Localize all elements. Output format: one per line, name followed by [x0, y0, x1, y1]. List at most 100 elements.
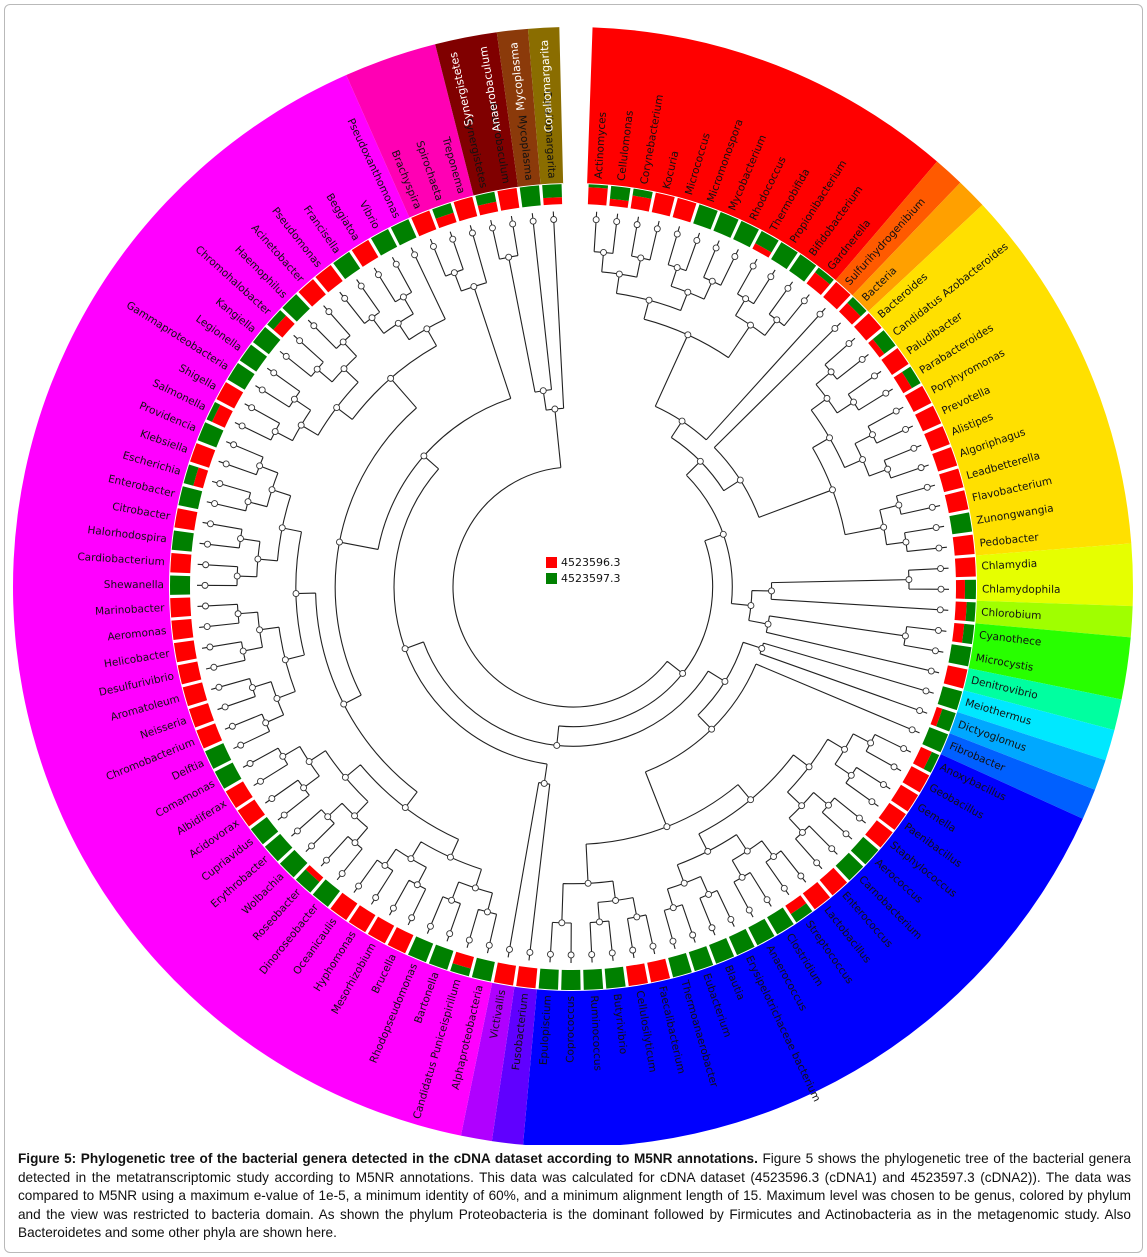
- tree-node: [333, 404, 341, 412]
- abundance-bar-4523596: [912, 746, 932, 769]
- phylum-sector: [435, 32, 519, 197]
- tree-node: [268, 486, 276, 494]
- tree-node: [908, 726, 916, 734]
- abundance-bar-4523597: [815, 267, 834, 285]
- tree-node: [401, 804, 409, 812]
- tree-node: [368, 314, 376, 322]
- tree-node: [469, 229, 476, 237]
- tree-node: [351, 812, 358, 820]
- tree-node: [629, 946, 637, 954]
- abundance-bar-4523597: [282, 294, 310, 322]
- tree-node: [325, 308, 333, 316]
- genus-label: Ruminococcus: [588, 995, 604, 1071]
- abundance-bar-4523596: [647, 958, 671, 983]
- tree-node: [206, 643, 214, 651]
- abundance-bar-4523597: [709, 938, 735, 964]
- tree-node: [448, 896, 456, 904]
- tree-node: [207, 520, 214, 528]
- abundance-bar-4523597: [428, 944, 454, 970]
- tree-node: [758, 644, 766, 652]
- abundance-bar-4523596: [839, 302, 861, 325]
- tree-node: [780, 884, 788, 892]
- abundance-bar-4523597: [733, 220, 759, 248]
- tree-node: [233, 572, 241, 580]
- abundance-bar-4523597: [688, 946, 714, 972]
- tree-node: [684, 331, 692, 339]
- tree-node: [855, 814, 863, 822]
- tree-node: [446, 930, 454, 938]
- tree-node: [770, 853, 777, 861]
- tree-node: [201, 581, 209, 589]
- abundance-bar-4523596: [902, 766, 930, 793]
- tree-node: [341, 294, 349, 302]
- abundance-bar-4523596: [609, 198, 629, 208]
- abundance-bar-4523597: [748, 918, 775, 946]
- tree-node: [237, 535, 244, 543]
- abundance-bar-4523597: [333, 251, 361, 280]
- tree-node: [798, 802, 806, 810]
- abundance-bar-4523596: [651, 192, 675, 217]
- tree-node: [763, 896, 771, 904]
- tree-node: [254, 555, 262, 563]
- tree-node: [509, 220, 517, 228]
- abundance-bar-4523597: [755, 230, 779, 253]
- abundance-bar-4523597: [561, 969, 581, 990]
- figure-caption: Figure 5: Phylogenetic tree of the bacte…: [18, 1150, 1131, 1243]
- abundance-bar-4523596: [315, 264, 343, 293]
- abundance-bar-4523596: [891, 784, 919, 812]
- tree-node: [338, 870, 346, 878]
- abundance-bar-4523596: [932, 447, 958, 472]
- abundance-bar-4523597: [693, 204, 718, 230]
- phylum-sector: [851, 182, 983, 313]
- abundance-bar-4523596: [893, 372, 912, 394]
- abundance-bar-4523596: [924, 426, 950, 452]
- abundance-bar-4523597: [632, 188, 653, 199]
- tree-node: [381, 862, 389, 869]
- tree-node: [829, 486, 836, 494]
- tree-node: [841, 745, 849, 753]
- tree-node: [423, 325, 431, 333]
- tree-node: [731, 253, 739, 260]
- abundance-bar-4523596: [587, 187, 608, 206]
- tree-node: [727, 915, 735, 923]
- abundance-bar-4523597: [872, 330, 896, 354]
- tree-node: [649, 942, 657, 950]
- abundance-bar-4523597: [450, 963, 471, 977]
- tree-node: [633, 221, 641, 229]
- abundance-bar-4523596: [915, 405, 942, 432]
- tree-node: [825, 801, 832, 809]
- abundance-bar-4523597: [205, 743, 232, 769]
- tree-node: [211, 500, 219, 508]
- tree-node: [470, 283, 478, 291]
- tree-node: [336, 538, 343, 546]
- tree-node: [411, 251, 419, 259]
- tree-node: [679, 670, 687, 677]
- abundance-bar-4523597: [239, 344, 268, 372]
- phylum-sectors: [12, 27, 1133, 1145]
- tree-node: [932, 524, 940, 532]
- tree-node: [407, 855, 415, 863]
- tree-node: [910, 444, 918, 452]
- abundance-bar-4523596: [952, 534, 975, 556]
- abundance-bar-4523597: [295, 869, 320, 893]
- tree-node: [339, 338, 347, 346]
- abundance-bar-4523596: [170, 552, 192, 574]
- abundance-bar-4523597: [850, 836, 879, 865]
- abundance-bar-4523596: [348, 905, 376, 933]
- abundance-bar-4523596: [868, 339, 885, 358]
- tree-node: [485, 941, 493, 949]
- tree-node: [719, 530, 727, 538]
- legend-swatch-2: [546, 573, 557, 584]
- phylogenetic-tree: Actinomyces Cellulomonas CorynebacteriumKo…: [12, 27, 1133, 1145]
- tree-node: [747, 321, 754, 329]
- abundance-bar-4523596: [193, 467, 209, 489]
- abundance-bar-4523597: [835, 852, 864, 881]
- tree-node: [905, 576, 913, 584]
- tree-node: [248, 684, 256, 692]
- tree-node: [268, 795, 276, 802]
- tree-node: [738, 873, 746, 881]
- tree-node: [340, 365, 348, 373]
- tree-node: [816, 310, 824, 318]
- abundance-bars: [170, 184, 977, 990]
- abundance-bar-4523596: [785, 895, 807, 915]
